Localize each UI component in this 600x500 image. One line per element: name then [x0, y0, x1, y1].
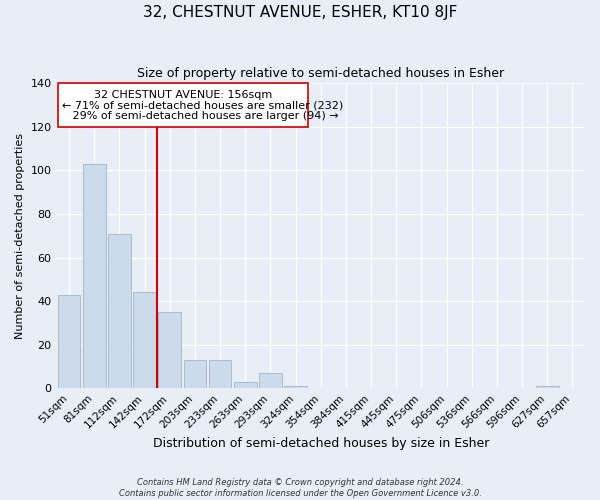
- Bar: [133, 292, 156, 388]
- Text: 32, CHESTNUT AVENUE, ESHER, KT10 8JF: 32, CHESTNUT AVENUE, ESHER, KT10 8JF: [143, 5, 457, 20]
- Bar: [234, 382, 257, 388]
- Bar: [58, 294, 80, 388]
- Text: 29% of semi-detached houses are larger (94) →: 29% of semi-detached houses are larger (…: [62, 112, 338, 122]
- Bar: [259, 373, 282, 388]
- X-axis label: Distribution of semi-detached houses by size in Esher: Distribution of semi-detached houses by …: [152, 437, 489, 450]
- Bar: [184, 360, 206, 388]
- Bar: [209, 360, 232, 388]
- Bar: [158, 312, 181, 388]
- Text: ← 71% of semi-detached houses are smaller (232): ← 71% of semi-detached houses are smalle…: [62, 100, 343, 110]
- Bar: [58, 83, 308, 126]
- Bar: [83, 164, 106, 388]
- Text: 32 CHESTNUT AVENUE: 156sqm: 32 CHESTNUT AVENUE: 156sqm: [94, 90, 272, 100]
- Title: Size of property relative to semi-detached houses in Esher: Size of property relative to semi-detach…: [137, 68, 505, 80]
- Bar: [536, 386, 559, 388]
- Bar: [108, 234, 131, 388]
- Y-axis label: Number of semi-detached properties: Number of semi-detached properties: [15, 132, 25, 338]
- Bar: [284, 386, 307, 388]
- Text: Contains HM Land Registry data © Crown copyright and database right 2024.
Contai: Contains HM Land Registry data © Crown c…: [119, 478, 481, 498]
